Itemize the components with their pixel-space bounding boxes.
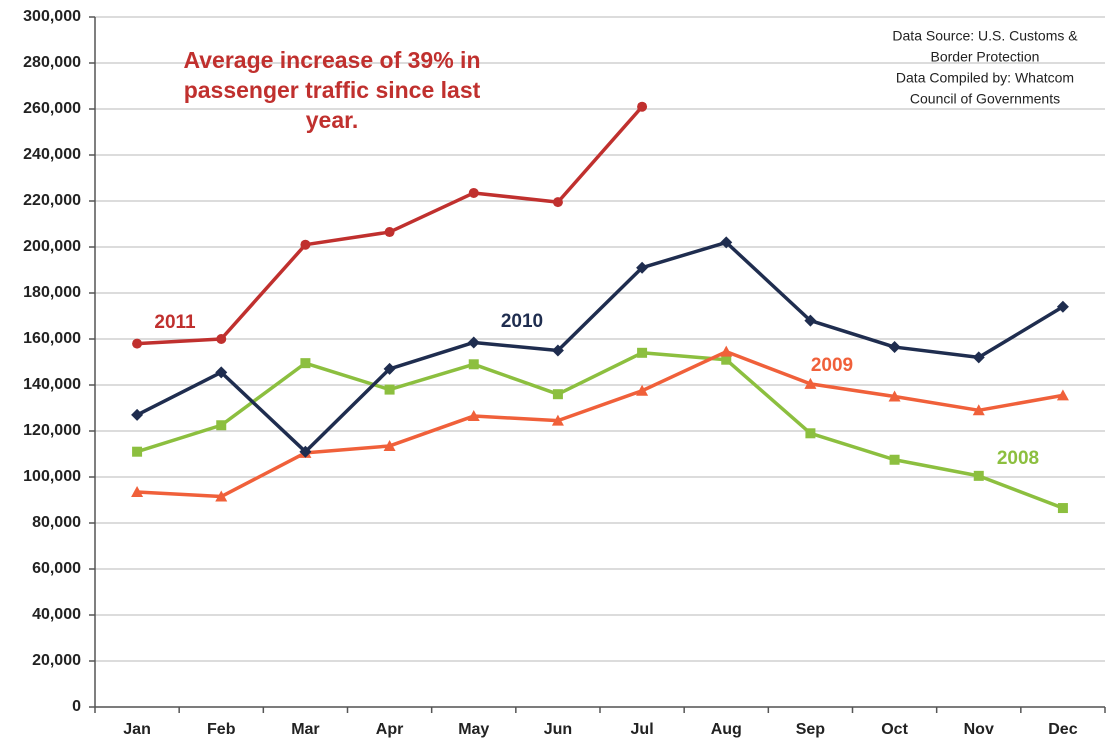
marker: [804, 314, 817, 327]
marker: [467, 410, 480, 422]
x-tick-label: Oct: [881, 721, 908, 738]
marker: [131, 485, 144, 497]
x-tick-label: Nov: [964, 721, 994, 738]
marker: [721, 354, 732, 365]
annotation: Average increase of 39% in: [183, 47, 480, 73]
series-line: [136, 349, 1064, 499]
y-tick-label: 240,000: [23, 146, 81, 163]
series-label: 2009: [811, 355, 853, 376]
marker: [636, 384, 649, 396]
marker: [468, 359, 479, 370]
annotation: year.: [306, 107, 358, 133]
marker: [468, 187, 479, 198]
y-tick-label: 260,000: [23, 100, 81, 117]
y-tick-label: 80,000: [32, 514, 81, 531]
series-label: 2010: [501, 311, 543, 332]
x-tick-label: Dec: [1048, 721, 1077, 738]
marker: [384, 384, 395, 395]
marker: [215, 490, 228, 502]
marker: [637, 101, 648, 112]
marker: [132, 446, 143, 457]
marker: [467, 336, 480, 349]
marker: [216, 334, 227, 344]
y-tick-label: 0: [72, 698, 81, 715]
series-label: 2008: [997, 448, 1039, 469]
y-tick-label: 40,000: [32, 606, 81, 623]
marker: [888, 390, 901, 402]
source-note: Data Compiled by: Whatcom: [896, 70, 1074, 86]
marker: [973, 470, 984, 481]
marker: [720, 236, 733, 249]
series-line: [136, 105, 644, 346]
marker: [552, 389, 563, 400]
y-tick-label: 280,000: [23, 54, 81, 71]
annotation: passenger traffic since last: [184, 77, 481, 103]
source-note: Border Protection: [931, 49, 1040, 65]
marker: [889, 454, 900, 465]
y-tick-label: 20,000: [32, 652, 81, 669]
marker: [805, 428, 816, 439]
y-tick-label: 300,000: [23, 8, 81, 25]
marker: [132, 338, 143, 349]
marker: [972, 351, 985, 364]
marker: [804, 377, 817, 389]
x-tick-label: Apr: [376, 721, 404, 738]
series-line: [136, 240, 1064, 454]
x-tick-label: May: [458, 721, 489, 738]
marker: [1057, 503, 1068, 514]
marker: [720, 345, 733, 357]
marker: [299, 445, 312, 458]
x-tick-label: Jul: [631, 721, 654, 738]
y-tick-label: 120,000: [23, 422, 81, 439]
marker: [383, 362, 396, 375]
x-tick-label: Mar: [291, 721, 319, 738]
marker: [383, 439, 396, 451]
marker: [551, 344, 564, 357]
y-tick-label: 160,000: [23, 330, 81, 347]
x-tick-label: Aug: [711, 721, 742, 738]
y-tick-label: 200,000: [23, 238, 81, 255]
y-tick-label: 180,000: [23, 284, 81, 301]
y-tick-label: 100,000: [23, 468, 81, 485]
y-tick-label: 140,000: [23, 376, 81, 393]
marker: [215, 366, 228, 379]
marker: [637, 347, 648, 358]
x-tick-label: Jan: [123, 721, 151, 738]
x-tick-label: Sep: [796, 721, 826, 738]
marker: [216, 420, 227, 431]
marker: [384, 227, 395, 238]
marker: [636, 261, 649, 274]
y-tick-label: 220,000: [23, 192, 81, 209]
marker: [1056, 389, 1069, 401]
marker: [300, 358, 311, 369]
marker: [551, 414, 564, 426]
x-tick-label: Feb: [207, 721, 236, 738]
marker: [300, 239, 311, 250]
source-note: Council of Governments: [910, 91, 1060, 107]
marker: [888, 341, 901, 354]
x-tick-label: Jun: [544, 721, 572, 738]
marker: [1056, 300, 1069, 313]
y-tick-label: 60,000: [32, 560, 81, 577]
marker: [131, 408, 144, 421]
marker: [972, 404, 985, 416]
source-note: Data Source: U.S. Customs &: [892, 28, 1078, 44]
series-line: [136, 351, 1064, 510]
marker: [552, 197, 563, 208]
series-label: 2011: [154, 312, 196, 333]
